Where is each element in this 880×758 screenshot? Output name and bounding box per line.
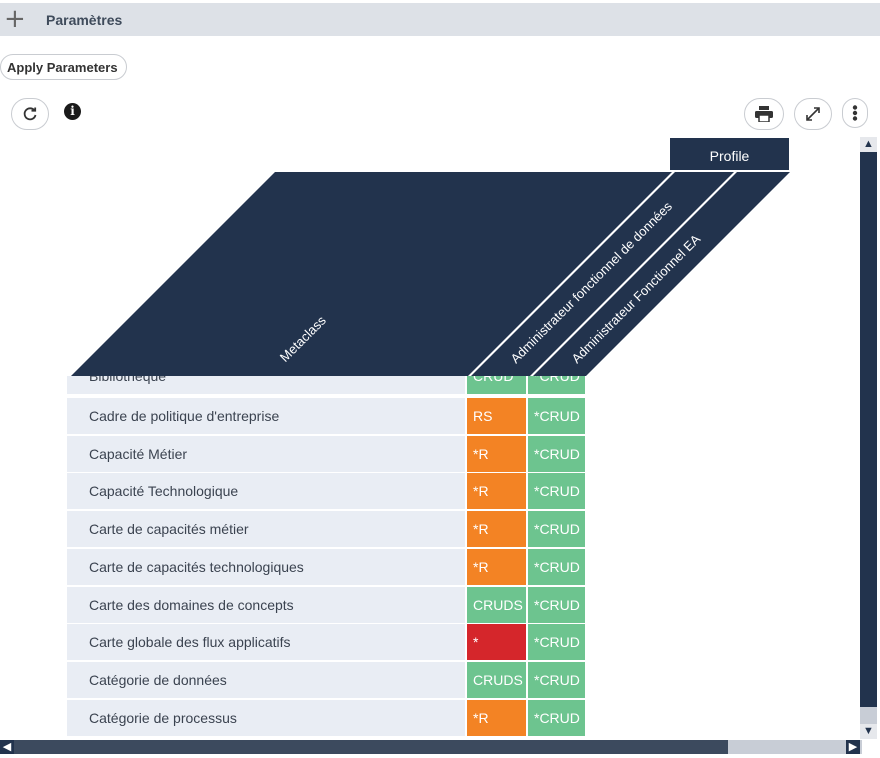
table-row: Capacité Métier *R *CRUD <box>66 436 606 472</box>
permission-cell[interactable]: *CRUD <box>528 511 585 547</box>
permission-cell[interactable]: CRUD <box>467 376 526 394</box>
permission-cell[interactable]: *CRUD <box>528 376 585 394</box>
row-metaclass: Carte des domaines de concepts <box>67 587 465 623</box>
panel-header[interactable]: + Paramètres <box>0 3 880 36</box>
permission-cell[interactable]: *R <box>467 700 526 736</box>
refresh-icon <box>23 107 37 121</box>
table-row: Carte de capacités technologiques *R *CR… <box>66 549 606 585</box>
permission-cell[interactable]: CRUDS <box>467 662 526 698</box>
table-row: Catégorie de données CRUDS *CRUD <box>66 662 606 698</box>
row-metaclass: Carte globale des flux applicatifs <box>67 624 465 660</box>
scroll-up-icon[interactable]: ▲ <box>860 137 877 152</box>
table-row: Capacité Technologique *R *CRUD <box>66 473 606 509</box>
horizontal-scrollbar[interactable]: ◀ ▶ <box>0 740 862 754</box>
row-metaclass: Capacité Technologique <box>67 473 465 509</box>
scroll-down-icon[interactable]: ▼ <box>860 724 877 739</box>
more-vertical-icon <box>852 105 858 121</box>
row-metaclass: Catégorie de processus <box>67 700 465 736</box>
table-row: Carte globale des flux applicatifs * *CR… <box>66 624 606 660</box>
permission-cell[interactable]: *CRUD <box>528 662 585 698</box>
profile-header: Profile <box>670 138 789 170</box>
table-row: Catégorie de processus *R *CRUD <box>66 700 606 736</box>
refresh-button[interactable] <box>11 98 49 130</box>
info-icon[interactable]: i <box>64 103 81 120</box>
row-metaclass: Catégorie de données <box>67 662 465 698</box>
print-button[interactable] <box>744 98 784 130</box>
apply-parameters-button[interactable]: Apply Parameters <box>0 54 127 80</box>
permission-cell[interactable]: *CRUD <box>528 398 585 434</box>
row-metaclass: Capacité Métier <box>67 436 465 472</box>
scroll-left-icon[interactable]: ◀ <box>0 740 14 754</box>
metaclass-header-bg <box>71 172 672 376</box>
fullscreen-button[interactable] <box>794 98 832 130</box>
permission-cell[interactable]: *CRUD <box>528 700 585 736</box>
matrix-grid: Bibliothèque CRUD *CRUD Cadre de politiq… <box>66 376 606 740</box>
permission-cell[interactable]: *CRUD <box>528 473 585 509</box>
permission-cell[interactable]: *R <box>467 436 526 472</box>
row-metaclass: Carte de capacités métier <box>67 511 465 547</box>
column-header-1-bg[interactable] <box>471 172 734 376</box>
permission-cell[interactable]: *CRUD <box>528 549 585 585</box>
panel-title: Paramètres <box>46 12 123 28</box>
permission-cell[interactable]: *CRUD <box>528 624 585 660</box>
permission-cell[interactable]: *R <box>467 511 526 547</box>
table-row: Bibliothèque CRUD *CRUD <box>66 376 606 394</box>
permission-cell[interactable]: CRUDS <box>467 587 526 623</box>
permission-cell[interactable]: *R <box>467 549 526 585</box>
expand-icon <box>806 107 820 121</box>
permission-cell[interactable]: * <box>467 624 526 660</box>
plus-icon[interactable]: + <box>4 4 26 34</box>
row-metaclass: Cadre de politique d'entreprise <box>67 398 465 434</box>
row-metaclass: Bibliothèque <box>67 376 465 394</box>
permission-cell[interactable]: *CRUD <box>528 587 585 623</box>
horizontal-scroll-thumb[interactable] <box>14 740 728 754</box>
permission-cell[interactable]: RS <box>467 398 526 434</box>
more-options-button[interactable] <box>842 98 868 128</box>
permission-cell[interactable]: *R <box>467 473 526 509</box>
vertical-scroll-thumb[interactable] <box>860 152 877 707</box>
row-metaclass: Carte de capacités technologiques <box>67 549 465 585</box>
table-row: Carte de capacités métier *R *CRUD <box>66 511 606 547</box>
matrix-header: Metaclass Administrateur fonctionnel de … <box>71 172 790 376</box>
vertical-scrollbar[interactable]: ▲ ▼ <box>860 137 877 739</box>
print-icon <box>755 106 773 122</box>
permission-cell[interactable]: *CRUD <box>528 436 585 472</box>
table-row: Carte des domaines de concepts CRUDS *CR… <box>66 587 606 623</box>
table-row: Cadre de politique d'entreprise RS *CRUD <box>66 398 606 434</box>
column-header-2-bg[interactable] <box>533 172 790 376</box>
scroll-right-icon[interactable]: ▶ <box>846 740 860 754</box>
